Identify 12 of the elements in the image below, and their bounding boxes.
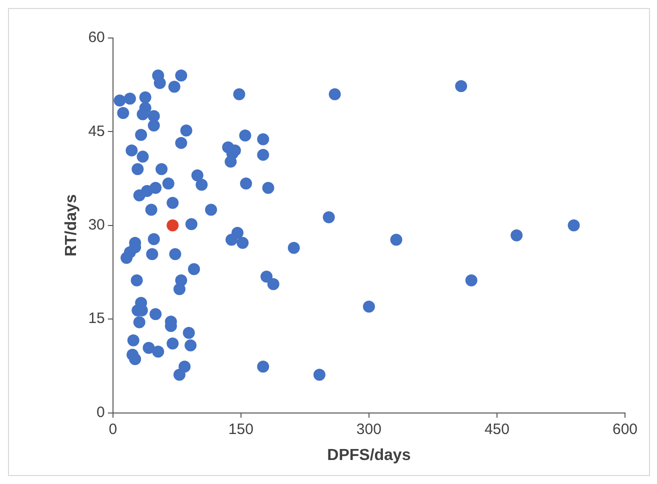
y-tick-label: 0 [96,404,105,421]
x-tick-label: 600 [612,420,638,438]
y-tick-label: 30 [88,216,105,234]
y-tick-label: 15 [88,310,105,328]
x-axis-title: DPFS/days [327,446,411,464]
y-axis-title: RT/days [63,194,80,257]
y-tick-label: 60 [88,29,105,46]
x-tick-label: 300 [356,420,382,438]
y-tick-label: 45 [88,122,105,140]
x-tick-label: 0 [108,420,118,438]
x-tick-label: 450 [484,420,510,438]
x-tick-label: 150 [228,420,254,438]
